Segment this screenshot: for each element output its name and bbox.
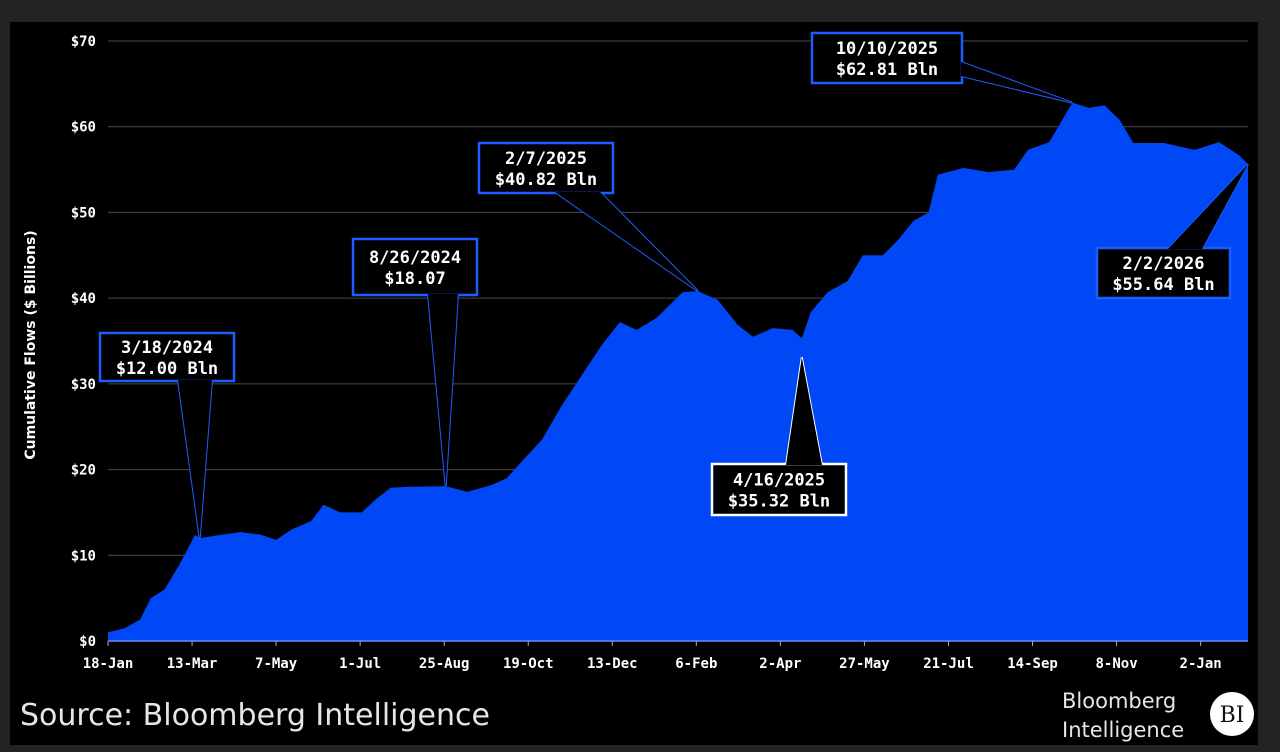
- callout-pointer-mask: [786, 357, 822, 465]
- callout-pointer-mask: [428, 294, 458, 487]
- axes: $0 $10 $20 $30 $40 $50 $60 $70 18-Jan 13-Mar 7-May…: [71, 34, 1248, 672]
- callout-box: [477, 141, 615, 195]
- callout-date: 2/7/2025: [505, 149, 587, 169]
- x-tick-label: 7-May: [255, 656, 298, 672]
- callout-box: [810, 31, 964, 85]
- x-tick-label: 18-Jan: [83, 656, 134, 672]
- x-tick-label: 2-Jan: [1180, 656, 1222, 672]
- callout-value: $35.32 Bln: [728, 492, 830, 512]
- y-axis-label: Cumulative Flows ($ Billions): [23, 230, 39, 459]
- callout-value: $40.82 Bln: [495, 170, 597, 190]
- callout-date: 10/10/2025: [836, 39, 938, 59]
- callout-box: [351, 237, 479, 297]
- y-tick-label: $20: [71, 463, 96, 479]
- callout-date: 2/2/2026: [1123, 254, 1205, 274]
- callout-value: $55.64 Bln: [1112, 275, 1214, 295]
- annotation-callout: 2/2/2026$55.64 Bln: [1095, 163, 1249, 300]
- callout-date: 3/18/2024: [121, 338, 213, 358]
- x-tick-label: 1-Jul: [339, 656, 381, 672]
- callout-pointer-mask: [1168, 164, 1248, 249]
- callout-box: [710, 462, 848, 517]
- annotation-callout: 2/7/2025$40.82 Bln: [477, 141, 699, 292]
- annotation-callout: 3/18/2024$12.00 Bln: [98, 331, 236, 539]
- callout-box: [98, 331, 236, 383]
- x-tick-label: 2-Apr: [759, 656, 801, 672]
- annotation-callout: 8/26/2024$18.07: [351, 237, 479, 487]
- x-tick-label: 13-Mar: [167, 656, 218, 672]
- x-tick-label: 19-Oct: [503, 656, 554, 672]
- x-tick-label: 27-May: [839, 656, 890, 672]
- callout-pointer-mask: [178, 380, 212, 539]
- callout-value: $62.81 Bln: [836, 60, 938, 80]
- y-tick-label: $70: [71, 34, 96, 50]
- logo-line-1: Bloomberg: [1062, 689, 1176, 713]
- annotation-callout: 10/10/2025$62.81 Bln: [810, 31, 1073, 104]
- annotation-callout: 4/16/2025$35.32 Bln: [710, 357, 848, 517]
- y-tick-label: $30: [71, 377, 96, 393]
- callout-date: 4/16/2025: [733, 471, 825, 491]
- bloomberg-intelligence-logo: Bloomberg Intelligence BI: [1062, 689, 1254, 742]
- callout-box: [1095, 246, 1232, 300]
- callout-pointer-mask: [961, 62, 1073, 103]
- x-tick-label: 8-Nov: [1096, 656, 1138, 672]
- x-tick-label: 13-Dec: [587, 656, 638, 672]
- callout-pointer-mask: [555, 192, 698, 292]
- y-tick-label: $60: [71, 120, 96, 136]
- bi-badge-icon: [1210, 692, 1254, 736]
- callout-value: $18.07: [384, 269, 445, 289]
- y-tick-label: $50: [71, 205, 96, 221]
- logo-line-2: Intelligence: [1062, 718, 1184, 742]
- x-tick-label: 6-Feb: [675, 656, 717, 672]
- y-tick-label: $10: [71, 548, 96, 564]
- x-tick-label: 14-Sep: [1007, 656, 1058, 672]
- y-tick-label: $0: [79, 634, 96, 650]
- source-note: Source: Bloomberg Intelligence: [20, 698, 490, 733]
- x-tick-label: 21-Jul: [923, 656, 974, 672]
- y-tick-label: $40: [71, 291, 96, 307]
- callout-value: $12.00 Bln: [116, 359, 218, 379]
- cumulative-flows-area: [108, 102, 1248, 642]
- bi-badge-text: BI: [1220, 703, 1245, 728]
- x-tick-label: 25-Aug: [419, 656, 470, 672]
- callout-date: 8/26/2024: [369, 248, 461, 268]
- annotations: 3/18/2024$12.00 Bln8/26/2024$18.072/7/20…: [98, 31, 1249, 539]
